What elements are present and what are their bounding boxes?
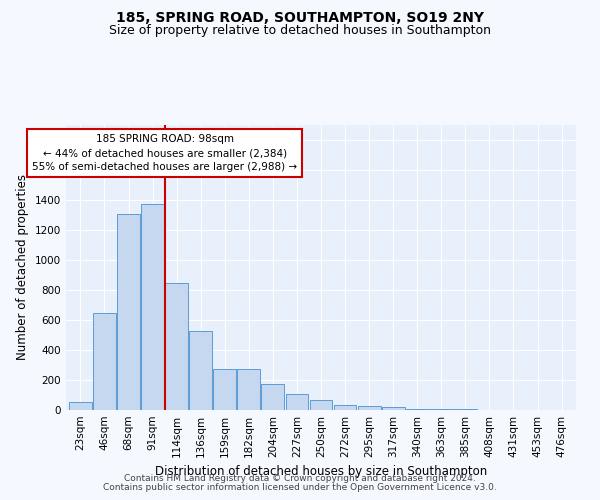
Bar — [382, 407, 404, 410]
Bar — [238, 369, 260, 410]
Bar — [454, 408, 477, 410]
Bar — [310, 400, 332, 410]
Text: Contains public sector information licensed under the Open Government Licence v3: Contains public sector information licen… — [103, 483, 497, 492]
Bar — [69, 402, 92, 410]
Bar — [141, 204, 164, 410]
Text: 185, SPRING ROAD, SOUTHAMPTON, SO19 2NY: 185, SPRING ROAD, SOUTHAMPTON, SO19 2NY — [116, 11, 484, 25]
X-axis label: Distribution of detached houses by size in Southampton: Distribution of detached houses by size … — [155, 466, 487, 478]
Bar — [358, 406, 380, 410]
Text: 185 SPRING ROAD: 98sqm
← 44% of detached houses are smaller (2,384)
55% of semi-: 185 SPRING ROAD: 98sqm ← 44% of detached… — [32, 134, 297, 172]
Y-axis label: Number of detached properties: Number of detached properties — [16, 174, 29, 360]
Bar — [214, 369, 236, 410]
Bar — [334, 405, 356, 410]
Text: Size of property relative to detached houses in Southampton: Size of property relative to detached ho… — [109, 24, 491, 37]
Bar — [165, 283, 188, 410]
Bar — [406, 408, 428, 410]
Bar — [430, 409, 453, 410]
Bar — [117, 214, 140, 410]
Bar — [93, 313, 116, 410]
Bar — [286, 394, 308, 410]
Bar — [189, 331, 212, 410]
Text: Contains HM Land Registry data © Crown copyright and database right 2024.: Contains HM Land Registry data © Crown c… — [124, 474, 476, 483]
Bar — [262, 384, 284, 410]
